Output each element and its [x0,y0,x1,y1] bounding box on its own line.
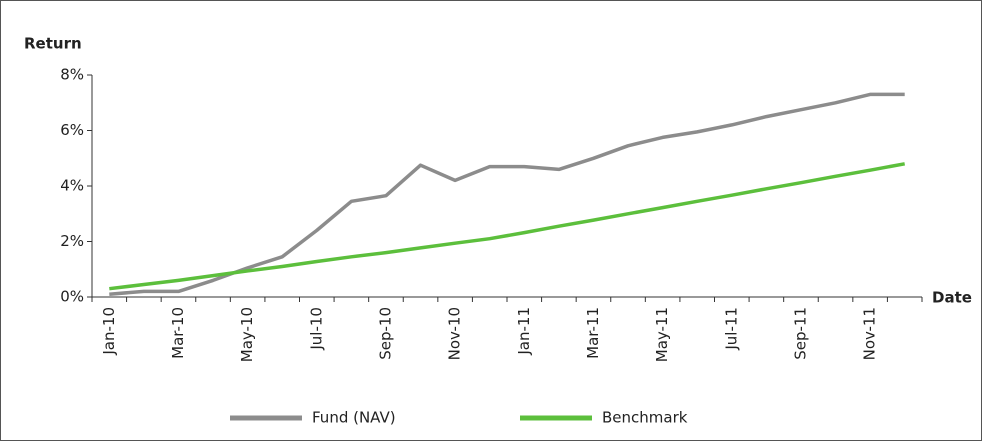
x-tick-label: May-11 [653,307,671,362]
x-tick-label: Jul-11 [722,307,740,351]
y-tick-label: 0% [60,288,84,306]
y-tick-label: 4% [60,177,84,195]
x-tick-label: Sep-10 [376,307,394,360]
legend-label: Benchmark [602,409,688,427]
x-axis-label: Date [932,289,972,307]
x-tick-label: Jan-11 [515,307,533,356]
y-tick-label: 6% [60,121,84,139]
x-tick-label: Nov-10 [446,307,464,360]
x-tick-label: Sep-11 [791,307,809,360]
x-tick-label: May-10 [238,307,256,362]
legend-label: Fund (NAV) [312,409,396,427]
series-line [109,162,906,291]
y-tick-label: 2% [60,232,84,250]
x-tick-label: Nov-11 [861,307,879,360]
x-tick-label: Jan-10 [100,307,118,356]
y-axis-label: Return [24,35,82,53]
x-tick-label: Jul-10 [307,307,325,351]
y-tick-label: 8% [60,66,84,84]
x-tick-label: Mar-10 [169,307,187,359]
x-tick-label: Mar-11 [584,307,602,359]
